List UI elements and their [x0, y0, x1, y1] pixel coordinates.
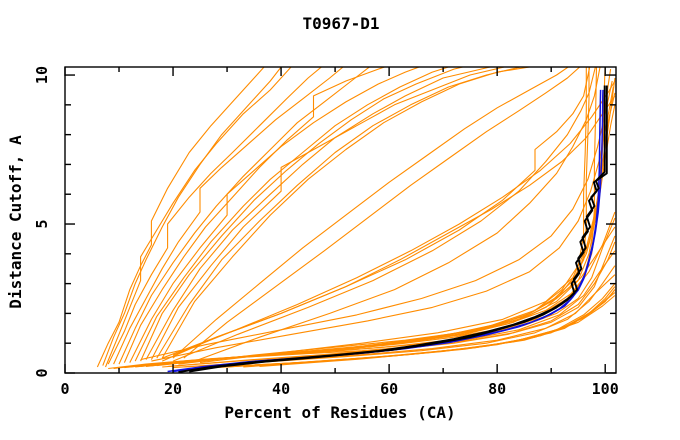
model-curve-orange	[259, 289, 616, 367]
tick-labels: 0 20 40 60 80 100 0 5 10	[33, 66, 619, 398]
y-tick-label: 10	[33, 66, 51, 84]
x-tick-label: 0	[60, 380, 69, 398]
model-curve-orange	[140, 92, 616, 367]
model-curve-orange	[140, 67, 466, 362]
model-curve-orange	[145, 67, 493, 360]
model-curve-orange	[172, 67, 570, 359]
x-tick-label: 100	[592, 380, 619, 398]
plot-title: T0967-D1	[302, 14, 379, 33]
y-tick-label: 5	[33, 220, 51, 229]
model-curve-orange	[123, 67, 387, 363]
model-curve-orange	[107, 67, 323, 365]
model-curve-orange	[178, 104, 616, 365]
x-tick-label: 40	[272, 380, 290, 398]
model-curve-orange	[140, 80, 613, 361]
y-tick-label: 0	[33, 368, 51, 377]
x-axis-label: Percent of Residues (CA)	[224, 403, 455, 422]
plot-border	[64, 66, 617, 374]
model-curve-orange	[96, 67, 265, 368]
model-curve-orange	[162, 95, 616, 359]
model-curve-orange	[183, 67, 581, 359]
model-curve-orange	[104, 67, 292, 368]
model-curve-orange	[172, 67, 596, 362]
x-tick-label: 80	[488, 380, 506, 398]
model-curve-orange	[102, 67, 282, 366]
model-curve-orange	[167, 250, 616, 367]
model-curve-orange	[194, 67, 601, 362]
curves-layer	[96, 67, 616, 373]
x-tick-label: 20	[164, 380, 182, 398]
x-tick-label: 60	[380, 380, 398, 398]
model-curve-orange	[161, 67, 533, 359]
model-curve-orange	[113, 67, 344, 365]
model-curve-orange	[129, 67, 421, 363]
y-axis-label: Distance Cutoff, A	[6, 135, 25, 309]
model-curve-orange	[172, 80, 616, 356]
model-curve-orange	[150, 67, 507, 360]
axes-frame	[64, 66, 617, 374]
model-curve-black	[189, 85, 608, 373]
model-curve-orange	[134, 67, 451, 362]
